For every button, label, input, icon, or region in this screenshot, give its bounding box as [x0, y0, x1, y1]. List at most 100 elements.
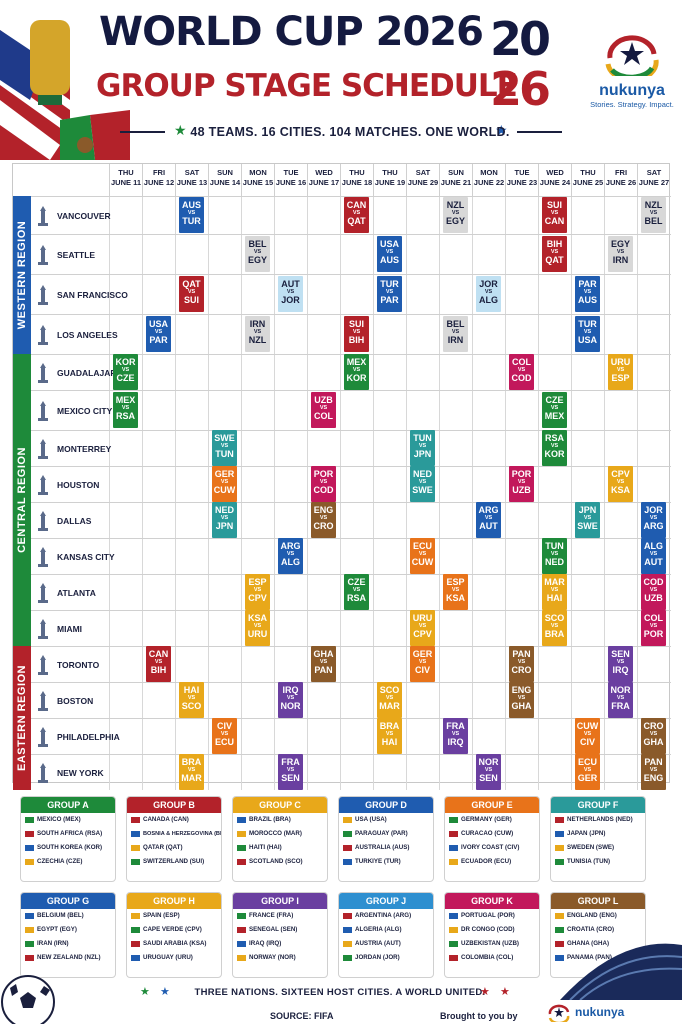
vs-label: VS: [286, 551, 295, 557]
team-code: NED: [412, 469, 432, 479]
match-card[interactable]: POR VS COD: [311, 466, 336, 502]
match-card[interactable]: SCO VS BRA: [542, 610, 567, 646]
team-code: EGY: [610, 239, 630, 249]
team-code: ECU: [577, 757, 597, 767]
match-card[interactable]: ECU VS CUW: [410, 538, 435, 574]
match-card[interactable]: USA VS AUS: [377, 236, 402, 272]
match-card[interactable]: GER VS CIV: [410, 646, 435, 682]
group-team: GERMANY (GER): [445, 813, 539, 827]
team-code: FRA: [446, 721, 465, 731]
match-card[interactable]: UZB VS COL: [311, 392, 336, 428]
match-card[interactable]: ENG VS GHA: [509, 682, 534, 718]
match-card[interactable]: CRO VS GHA: [641, 718, 666, 754]
match-card[interactable]: BEL VS IRN: [443, 316, 468, 352]
flag-icon: [25, 859, 34, 865]
match-card[interactable]: GHA VS PAN: [311, 646, 336, 682]
team-code: FRA: [281, 757, 300, 767]
match-card[interactable]: ECU VS GER: [575, 754, 600, 790]
match-card[interactable]: SCO VS MAR: [377, 682, 402, 718]
match-card[interactable]: SUI VS CAN: [542, 197, 567, 233]
group-title: GROUP F: [551, 797, 645, 813]
city-name: MONTERREY: [57, 444, 112, 454]
match-card[interactable]: AUT VS JOR: [278, 276, 303, 312]
match-card[interactable]: JOR VS ALG: [476, 276, 501, 312]
match-card[interactable]: NOR VS SEN: [476, 754, 501, 790]
day-of-week: THU: [382, 168, 398, 177]
team-code: AUT: [479, 521, 498, 531]
match-card[interactable]: ARG VS AUT: [476, 502, 501, 538]
match-card[interactable]: URU VS CPV: [410, 610, 435, 646]
match-card[interactable]: KSA VS URU: [245, 610, 270, 646]
match-card[interactable]: QAT VS SUI: [179, 276, 204, 312]
group-title: GROUP B: [127, 797, 221, 813]
flag-icon: [555, 955, 564, 961]
match-card[interactable]: ESP VS CPV: [245, 574, 270, 610]
vs-label: VS: [187, 695, 196, 701]
match-card[interactable]: AUS VS TUR: [179, 197, 204, 233]
match-card[interactable]: JOR VS ARG: [641, 502, 666, 538]
match-card[interactable]: TUN VS NED: [542, 538, 567, 574]
day-of-week: WED: [546, 168, 564, 177]
city-landmark-icon: [37, 363, 49, 383]
match-card[interactable]: BRA VS MAR: [179, 754, 204, 790]
match-card[interactable]: HAI VS SCO: [179, 682, 204, 718]
match-card[interactable]: USA VS PAR: [146, 316, 171, 352]
match-card[interactable]: PAN VS ENG: [641, 754, 666, 790]
match-card[interactable]: CZE VS RSA: [344, 574, 369, 610]
match-card[interactable]: CIV VS ECU: [212, 718, 237, 754]
match-card[interactable]: POR VS UZB: [509, 466, 534, 502]
match-card[interactable]: RSA VS KOR: [542, 430, 567, 466]
team-code: PAN: [644, 757, 663, 767]
match-card[interactable]: COL VS COD: [509, 354, 534, 390]
match-card[interactable]: SWE VS TUN: [212, 430, 237, 466]
team-code: ARG: [280, 541, 301, 551]
grid-line: [340, 196, 341, 790]
match-card[interactable]: COD VS UZB: [641, 574, 666, 610]
match-card[interactable]: BIH VS QAT: [542, 236, 567, 272]
match-card[interactable]: TUR VS USA: [575, 316, 600, 352]
match-card[interactable]: PAR VS AUS: [575, 276, 600, 312]
match-card[interactable]: NZL VS BEL: [641, 197, 666, 233]
match-card[interactable]: IRQ VS NOR: [278, 682, 303, 718]
city-row: VANCOUVER: [31, 196, 671, 234]
match-card[interactable]: FRA VS IRQ: [443, 718, 468, 754]
match-card[interactable]: NED VS SWE: [410, 466, 435, 502]
group-card: GROUP H SPAIN (ESP) CAPE VERDE (CPV) SAUDI …: [126, 892, 222, 978]
star-icon: ★: [140, 986, 150, 998]
match-card[interactable]: NZL VS EGY: [443, 197, 468, 233]
match-card[interactable]: BEL VS EGY: [245, 236, 270, 272]
match-card[interactable]: GER VS CUW: [212, 466, 237, 502]
match-card[interactable]: ALG VS AUT: [641, 538, 666, 574]
match-card[interactable]: FRA VS SEN: [278, 754, 303, 790]
team-code: ENG: [313, 505, 334, 515]
match-card[interactable]: ESP VS KSA: [443, 574, 468, 610]
match-card[interactable]: JPN VS SWE: [575, 502, 600, 538]
match-card[interactable]: TUR VS PAR: [377, 276, 402, 312]
match-card[interactable]: CPV VS KSA: [608, 466, 633, 502]
match-card[interactable]: TUN VS JPN: [410, 430, 435, 466]
match-card[interactable]: PAN VS CRO: [509, 646, 534, 682]
match-card[interactable]: BRA VS HAI: [377, 718, 402, 754]
match-card[interactable]: COL VS POR: [641, 610, 666, 646]
match-card[interactable]: NED VS JPN: [212, 502, 237, 538]
team-code: UZB: [314, 395, 333, 405]
match-card[interactable]: CAN VS QAT: [344, 197, 369, 233]
match-card[interactable]: EGY VS IRN: [608, 236, 633, 272]
group-team: SWITZERLAND (SUI): [127, 855, 221, 869]
match-card[interactable]: ARG VS ALG: [278, 538, 303, 574]
match-card[interactable]: CAN VS BIH: [146, 646, 171, 682]
match-card[interactable]: MAR VS HAI: [542, 574, 567, 610]
match-card[interactable]: CZE VS MEX: [542, 392, 567, 428]
match-card[interactable]: KOR VS CZE: [113, 354, 138, 390]
flag-icon: [343, 817, 352, 823]
match-card[interactable]: ENG VS CRO: [311, 502, 336, 538]
match-card[interactable]: MEX VS KOR: [344, 354, 369, 390]
match-card[interactable]: NOR VS FRA: [608, 682, 633, 718]
match-card[interactable]: CUW VS CIV: [575, 718, 600, 754]
match-card[interactable]: MEX VS RSA: [113, 392, 138, 428]
team-code: SEN: [281, 773, 300, 783]
match-card[interactable]: SUI VS BIH: [344, 316, 369, 352]
match-card[interactable]: SEN VS IRQ: [608, 646, 633, 682]
match-card[interactable]: URU VS ESP: [608, 354, 633, 390]
match-card[interactable]: IRN VS NZL: [245, 316, 270, 352]
